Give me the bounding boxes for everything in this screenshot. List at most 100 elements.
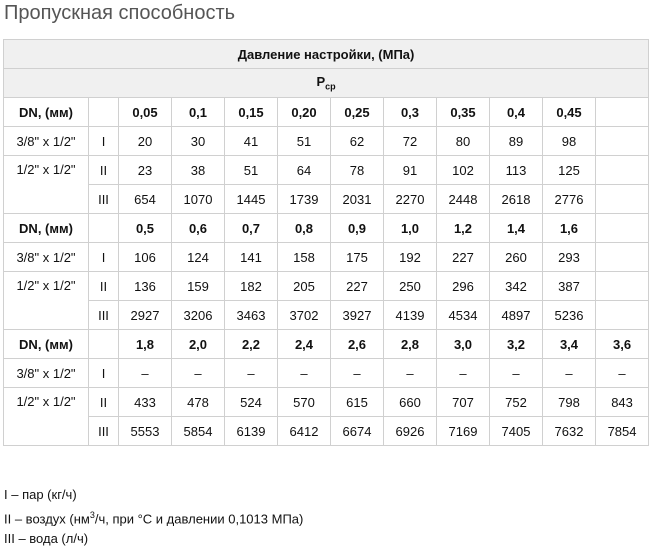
pressure-value: 0,4 bbox=[489, 97, 543, 127]
legend-air: II – воздух (нм3/ч, при °С и давлении 0,… bbox=[4, 505, 303, 529]
table-cell: 20 bbox=[118, 126, 172, 156]
table-cell: 80 bbox=[436, 126, 490, 156]
table-cell: 141 bbox=[224, 242, 278, 272]
table-cell: 7169 bbox=[436, 416, 490, 446]
table-cell: 798 bbox=[542, 387, 596, 417]
table-cell: 125 bbox=[542, 155, 596, 185]
table-cell: 98 bbox=[542, 126, 596, 156]
table-cell: 7405 bbox=[489, 416, 543, 446]
medium-numeral: II bbox=[88, 155, 119, 185]
legend: I – пар (кг/ч) II – воздух (нм3/ч, при °… bbox=[4, 485, 303, 549]
table-cell: – bbox=[277, 358, 331, 388]
empty-cell bbox=[88, 213, 119, 243]
pressure-value: 0,25 bbox=[330, 97, 384, 127]
pressure-value: 0,1 bbox=[171, 97, 225, 127]
table-cell: 41 bbox=[224, 126, 278, 156]
table-cell: 1070 bbox=[171, 184, 225, 214]
table-row: 3/8" x 1/2" I 106 124 141 158 175 192 227 260 293 bbox=[3, 242, 650, 272]
size-label: 1/2" x 1/2" bbox=[3, 271, 89, 330]
legend-air-sup: 3 bbox=[89, 510, 95, 520]
legend-steam: I – пар (кг/ч) bbox=[4, 487, 77, 502]
pressure-value: 0,15 bbox=[224, 97, 278, 127]
table-cell: 227 bbox=[330, 271, 384, 301]
pressure-value: 2,0 bbox=[171, 329, 225, 359]
size-label: 3/8" x 1/2" bbox=[3, 126, 89, 156]
table-cell: 182 bbox=[224, 271, 278, 301]
table-cell: 843 bbox=[594, 387, 650, 417]
table-cell: 124 bbox=[171, 242, 225, 272]
pcp-header: Pср bbox=[2, 68, 650, 98]
table-cell: 175 bbox=[330, 242, 384, 272]
table-cell: 2031 bbox=[330, 184, 384, 214]
table-row: III 2927 3206 3463 3702 3927 4139 4534 4897 5236 bbox=[4, 300, 650, 330]
pressure-value: 1,4 bbox=[489, 213, 543, 243]
medium-numeral: II bbox=[88, 271, 119, 301]
pressure-value: 2,2 bbox=[224, 329, 278, 359]
pressure-value: 3,4 bbox=[542, 329, 596, 359]
pressure-value bbox=[594, 213, 650, 243]
pressure-value: 2,6 bbox=[330, 329, 384, 359]
table-cell: 2448 bbox=[436, 184, 490, 214]
table-cell: – bbox=[118, 358, 172, 388]
medium-numeral: III bbox=[88, 416, 119, 446]
table-cell: 3927 bbox=[330, 300, 384, 330]
table-cell: 1445 bbox=[224, 184, 278, 214]
size-label: 1/2" x 1/2" bbox=[3, 155, 89, 214]
table-cell: – bbox=[489, 358, 543, 388]
dn-label: DN, (мм) bbox=[3, 97, 89, 127]
table-cell: 78 bbox=[330, 155, 384, 185]
pcp-subscript: ср bbox=[325, 81, 336, 92]
table-cell: 2927 bbox=[118, 300, 172, 330]
medium-numeral: III bbox=[88, 184, 119, 214]
table-cell: 113 bbox=[489, 155, 543, 185]
size-label: 3/8" x 1/2" bbox=[3, 242, 89, 272]
table-row: 3/8" x 1/2" I – – – – – – – – – – bbox=[3, 358, 650, 388]
pressure-value: 3,6 bbox=[594, 329, 650, 359]
table-cell: 136 bbox=[118, 271, 172, 301]
table-cell: 4534 bbox=[436, 300, 490, 330]
table-cell: 64 bbox=[277, 155, 331, 185]
pressure-value: 0,7 bbox=[224, 213, 278, 243]
table-cell: 250 bbox=[383, 271, 437, 301]
page-title: Пропускная способность bbox=[4, 2, 236, 24]
dn-row: DN, (мм) 0,05 0,1 0,15 0,20 0,25 0,3 0,35 0,4 0,4… bbox=[3, 97, 650, 127]
medium-numeral: II bbox=[88, 387, 119, 417]
medium-numeral: I bbox=[88, 126, 119, 156]
table-cell: 7632 bbox=[542, 416, 596, 446]
table-cell bbox=[594, 271, 650, 301]
table-cell: 342 bbox=[489, 271, 543, 301]
pressure-value: 0,9 bbox=[330, 213, 384, 243]
table-cell: 23 bbox=[118, 155, 172, 185]
table-cell: 478 bbox=[171, 387, 225, 417]
legend-air-before: II – воздух (нм bbox=[4, 511, 90, 527]
pressure-value: 0,3 bbox=[383, 97, 437, 127]
table-cell: 296 bbox=[436, 271, 490, 301]
table-row: 1/2" x 1/2" II 23 38 51 64 78 91 102 113 125 bbox=[3, 155, 650, 214]
table-cell: 4897 bbox=[489, 300, 543, 330]
table-cell: 158 bbox=[277, 242, 331, 272]
table-body: Давление настройки, (МПа) Pср DN, (мм) 0,… bbox=[2, 39, 650, 446]
dn-label: DN, (мм) bbox=[3, 329, 89, 359]
table-cell: 106 bbox=[118, 242, 172, 272]
pressure-value: 2,4 bbox=[277, 329, 331, 359]
pressure-value: 3,0 bbox=[436, 329, 490, 359]
table-cell: – bbox=[436, 358, 490, 388]
table-cell: 5854 bbox=[171, 416, 225, 446]
pcp-row: Pср bbox=[2, 68, 650, 98]
table-cell: 6139 bbox=[224, 416, 278, 446]
table-cell: – bbox=[171, 358, 225, 388]
table-cell: 6926 bbox=[383, 416, 437, 446]
table-cell: 615 bbox=[330, 387, 384, 417]
table-cell: 2618 bbox=[489, 184, 543, 214]
table-cell bbox=[594, 126, 650, 156]
medium-numeral: I bbox=[88, 358, 119, 388]
table-cell: 4139 bbox=[383, 300, 437, 330]
pressure-value: 1,6 bbox=[542, 213, 596, 243]
table-cell: 192 bbox=[383, 242, 437, 272]
table-cell: 72 bbox=[383, 126, 437, 156]
table-cell bbox=[594, 300, 650, 330]
legend-water: III – вода (л/ч) bbox=[4, 531, 89, 547]
table-cell: 91 bbox=[383, 155, 437, 185]
pressure-value: 3,2 bbox=[489, 329, 543, 359]
table-cell: 3206 bbox=[171, 300, 225, 330]
